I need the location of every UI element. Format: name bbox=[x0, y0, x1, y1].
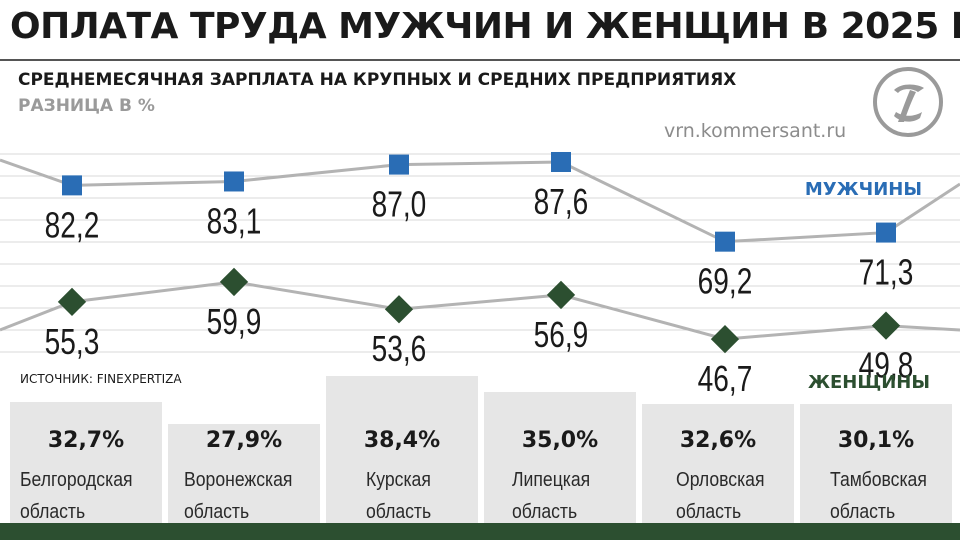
chart-markers bbox=[57, 151, 901, 354]
region-name: Липецкая область bbox=[512, 464, 635, 528]
region-panel: 32,6% Орловская область bbox=[642, 404, 794, 523]
region-panel: 30,1% Тамбовская область bbox=[800, 404, 952, 523]
region-name-line1: Орловская bbox=[676, 469, 765, 491]
marker-men bbox=[876, 222, 896, 243]
data-label-men: 87,0 bbox=[372, 184, 427, 224]
footer-bar bbox=[0, 523, 960, 540]
chart-data-labels: 82,2 83,1 87,0 87,6 69,2 71,3 55,3 59,9 53,6 56,9… bbox=[45, 182, 914, 399]
chart-subtitle: СРЕДНЕМЕСЯЧНАЯ ЗАРПЛАТА НА КРУПНЫХ И СРЕ… bbox=[18, 70, 737, 90]
region-difference: 32,6% bbox=[679, 428, 757, 453]
region-name-line2: область bbox=[830, 501, 896, 523]
region-name-line1: Тамбовская bbox=[830, 469, 927, 491]
marker-women bbox=[546, 280, 576, 310]
marker-women bbox=[57, 287, 87, 316]
marker-men bbox=[389, 154, 409, 175]
marker-men bbox=[551, 151, 571, 172]
region-difference: 30,1% bbox=[837, 428, 915, 453]
region-panel: 27,9% Воронежская область bbox=[168, 424, 320, 523]
site-url: vrn.kommersant.ru bbox=[664, 120, 847, 142]
region-name: Курская область bbox=[366, 464, 489, 528]
marker-women bbox=[871, 311, 901, 340]
series-line-men bbox=[0, 158, 960, 244]
data-label-men: 87,6 bbox=[534, 182, 589, 222]
marker-men bbox=[62, 175, 82, 196]
marker-men bbox=[715, 231, 735, 252]
data-label-men: 83,1 bbox=[207, 201, 262, 241]
chart-subtitle-difference: РАЗНИЦА В % bbox=[18, 96, 155, 116]
region-name: Белгородская область bbox=[20, 464, 143, 528]
region-difference: 27,9% bbox=[205, 428, 283, 453]
region-difference: 38,4% bbox=[363, 428, 441, 453]
marker-women bbox=[710, 324, 740, 354]
region-name-line2: область bbox=[20, 501, 86, 523]
region-name-line1: Воронежская bbox=[184, 469, 293, 491]
marker-men bbox=[224, 171, 244, 192]
region-difference: 35,0% bbox=[521, 428, 599, 453]
region-name-line2: область bbox=[512, 501, 578, 523]
chart-lines bbox=[0, 158, 960, 341]
data-label-men: 71,3 bbox=[859, 252, 914, 292]
data-label-women: 46,7 bbox=[698, 359, 753, 399]
region-name-line2: область bbox=[366, 501, 432, 523]
marker-women bbox=[219, 267, 249, 297]
data-label-men: 82,2 bbox=[45, 205, 100, 245]
series-line-women bbox=[0, 280, 960, 341]
data-label-women: 59,9 bbox=[207, 302, 262, 342]
data-label-women: 55,3 bbox=[45, 322, 100, 362]
region-panel: 38,4% Курская область bbox=[326, 376, 478, 523]
data-label-men: 69,2 bbox=[698, 261, 753, 301]
data-label-women: 56,9 bbox=[534, 315, 589, 355]
series-name-women: ЖЕНЩИНЫ bbox=[808, 372, 930, 393]
region-name: Воронежская область bbox=[184, 464, 307, 528]
source-note: ИСТОЧНИК: FINEXPERTIZA bbox=[20, 372, 182, 386]
chart-grid bbox=[0, 153, 960, 353]
region-name-line1: Курская bbox=[366, 469, 431, 491]
region-name-line2: область bbox=[184, 501, 250, 523]
kommersant-logo-icon bbox=[873, 67, 943, 137]
region-name: Тамбовская область bbox=[830, 464, 953, 528]
region-name-line1: Липецкая bbox=[512, 469, 591, 491]
region-name-line1: Белгородская bbox=[20, 469, 133, 491]
page-title: ОПЛАТА ТРУДА МУЖЧИН И ЖЕНЩИН В 2025 ГОДУ bbox=[10, 6, 960, 47]
data-label-women: 49,8 bbox=[859, 345, 914, 385]
data-label-women: 53,6 bbox=[372, 329, 427, 369]
series-name-men: МУЖЧИНЫ bbox=[805, 179, 922, 200]
region-panel: 35,0% Липецкая область bbox=[484, 392, 636, 523]
title-divider bbox=[0, 59, 960, 61]
region-name: Орловская область bbox=[676, 464, 799, 528]
marker-women bbox=[384, 295, 414, 324]
region-name-line2: область bbox=[676, 501, 742, 523]
region-difference: 32,7% bbox=[47, 428, 125, 453]
region-panel: 32,7% Белгородская область bbox=[10, 402, 162, 523]
